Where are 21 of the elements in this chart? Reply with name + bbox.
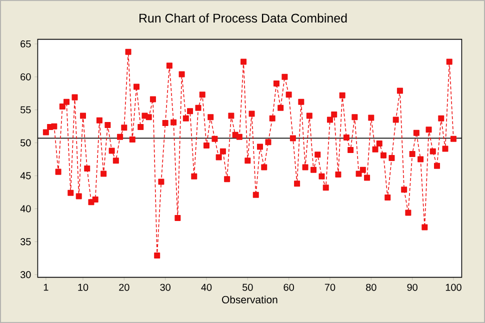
x-axis-title: Observation [222,296,278,304]
x-tick-label: 60 [284,284,294,291]
x-tick-label: 30 [160,284,170,291]
x-tick-label: 80 [366,284,376,291]
y-tick-label: 60 [20,73,31,80]
x-tick-label: 10 [78,284,88,291]
y-tick-label: 35 [20,238,31,246]
y-tick-label: 65 [20,40,31,48]
y-tick-label: 40 [20,205,31,212]
x-tick-label: 100 [446,284,462,291]
y-tick-label: 55 [20,106,31,114]
y-tick-label: 50 [20,139,31,146]
x-tick-label: 70 [324,284,336,291]
x-tick-label: 40 [201,284,212,291]
x-tick-label: 20 [119,284,130,291]
y-tick-label: 45 [20,172,31,180]
x-tick-label: 50 [242,284,253,291]
chart-title: Run Chart of Process Data Combined [140,13,347,23]
y-tick-label: 30 [20,271,31,278]
x-tick-label: 90 [407,284,418,291]
x-tick-label: 1 [44,284,48,291]
